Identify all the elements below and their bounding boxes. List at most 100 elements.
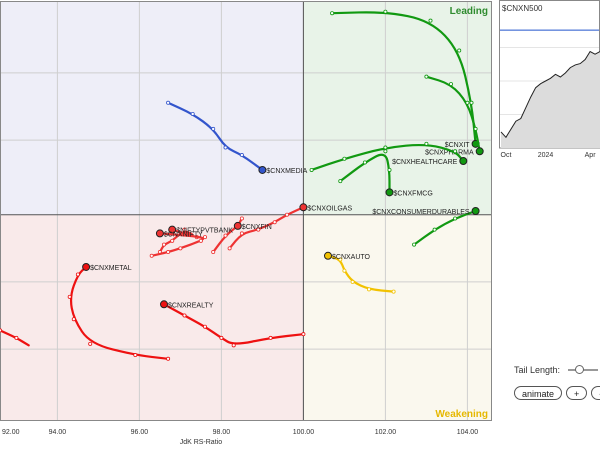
tail-point — [383, 145, 388, 150]
mini-x-tick: Oct — [501, 152, 512, 159]
tail-point — [465, 100, 470, 105]
tail-point — [182, 313, 187, 318]
head-cnxfmcg — [385, 188, 394, 197]
label-cnxnifty: $CNXNIFTY — [164, 231, 203, 238]
label-cnxoilgas: $CNXOILGAS — [307, 205, 352, 212]
tail-point — [231, 343, 236, 348]
label-cnxhealthcare: $CNXHEALTHCARE — [392, 159, 458, 166]
quadrant-improving — [0, 2, 304, 215]
tail-point — [166, 250, 171, 255]
x-tick-label: 104.00 — [457, 429, 479, 436]
tail-point — [453, 149, 458, 154]
benchmark-mini-chart: $CNXN500 Oct 2024 Apr — [499, 0, 600, 159]
tail-point — [469, 100, 474, 105]
x-tick-label: 98.00 — [213, 429, 231, 436]
tail-point — [211, 250, 216, 255]
x-tick-label: 92.00 — [2, 429, 20, 436]
plot-frame — [0, 1, 492, 421]
quadrant-weakening — [303, 214, 492, 420]
x-axis-label: JdK RS-Ratio — [180, 439, 223, 446]
tail-point — [71, 317, 76, 322]
head-cnxauto — [324, 251, 332, 260]
tail-point — [149, 253, 154, 258]
tail-point — [432, 227, 437, 232]
tail-point — [219, 335, 224, 340]
tail-point — [202, 324, 207, 329]
tail-point — [301, 332, 306, 337]
tail-length-slider[interactable] — [568, 364, 599, 376]
tail-point — [161, 242, 166, 247]
head-cnxmetal — [82, 262, 91, 271]
tail-cnxfmcg — [339, 153, 391, 194]
tail-point — [473, 126, 478, 131]
label-cnxauto: $CNXAUTO — [332, 254, 371, 261]
tail-point — [457, 48, 462, 53]
quadrant-label-weakening: Weakening — [435, 409, 488, 420]
tail-point — [362, 160, 367, 165]
tail-point — [67, 294, 72, 299]
tail-point — [239, 153, 244, 158]
quadrant-label-leading: Leading — [450, 6, 488, 17]
tail-point — [0, 328, 2, 333]
tail-cnxhealthcare — [310, 143, 465, 172]
x-tick-label: 96.00 — [131, 429, 149, 436]
tail-point — [338, 257, 343, 262]
mini-x-tick: Apr — [585, 152, 597, 159]
label-cnxrealty: $CNXREALTY — [168, 302, 214, 309]
slider-handle[interactable] — [574, 365, 584, 374]
tail-point — [424, 141, 429, 146]
label-cnxmetal: $CNXMETAL — [90, 265, 132, 272]
head-cnxconsumerdurables — [471, 207, 480, 215]
tail-point — [412, 242, 417, 247]
tail-point — [223, 145, 228, 150]
tail-point — [170, 238, 175, 243]
tail-point — [424, 74, 429, 79]
head-cnxrealty — [160, 300, 168, 309]
tail-cnxconsumerdurables — [413, 209, 477, 246]
tail-point — [256, 227, 261, 232]
tail-point — [75, 272, 80, 277]
button-row: animate + - — [514, 386, 600, 400]
tail-point — [239, 216, 244, 221]
tail-point — [227, 246, 232, 251]
tail-point — [383, 9, 388, 14]
tail-point — [182, 227, 187, 232]
label-cnxconsumerdurables: $CNXCONSUMERDURABLES — [372, 209, 470, 216]
tail-point — [342, 156, 347, 161]
tail-point — [428, 18, 433, 23]
head-niftypvtbank — [168, 225, 177, 234]
label-cnxfin: $CNXFIN — [242, 224, 272, 231]
label-cnxmedia: $CNXMEDIA — [266, 168, 307, 175]
tail-point — [453, 216, 458, 221]
tail-length-label: Tail Length: — [514, 365, 561, 375]
tail-point — [448, 82, 453, 87]
mini-line — [500, 50, 600, 139]
increase-button[interactable]: + — [566, 386, 588, 400]
animate-button[interactable]: animate — [514, 386, 563, 400]
label-cnxfmcg: $CNXFMCG — [394, 190, 433, 197]
tail-cnxit — [331, 11, 477, 145]
tail-point — [239, 231, 244, 236]
head-cnxmedia — [258, 165, 267, 174]
tail-point — [211, 126, 216, 131]
tail-point — [190, 111, 195, 116]
tail-point — [198, 238, 203, 243]
mini-x-tick: 2024 — [538, 152, 554, 159]
tail-point — [133, 353, 138, 358]
head-cnxfin — [233, 221, 242, 230]
tail-point — [309, 167, 314, 172]
tail-point — [166, 100, 171, 105]
mini-title: $CNXN500 — [502, 4, 543, 13]
tail-point — [223, 233, 228, 238]
mini-area — [501, 51, 600, 148]
tail-point — [88, 341, 93, 346]
tail-point — [366, 287, 371, 292]
rrg-chart: Leading Weakening 92.00 94.00 96.00 98.00 100.… — [0, 1, 492, 446]
decrease-button[interactable]: - — [591, 386, 600, 400]
x-tick-label: 94.00 — [49, 429, 67, 436]
tail-point — [166, 356, 171, 361]
tail-point — [284, 212, 289, 217]
head-cnxhealthcare — [459, 156, 468, 165]
tail-point — [330, 11, 335, 16]
tail-point — [338, 179, 343, 184]
